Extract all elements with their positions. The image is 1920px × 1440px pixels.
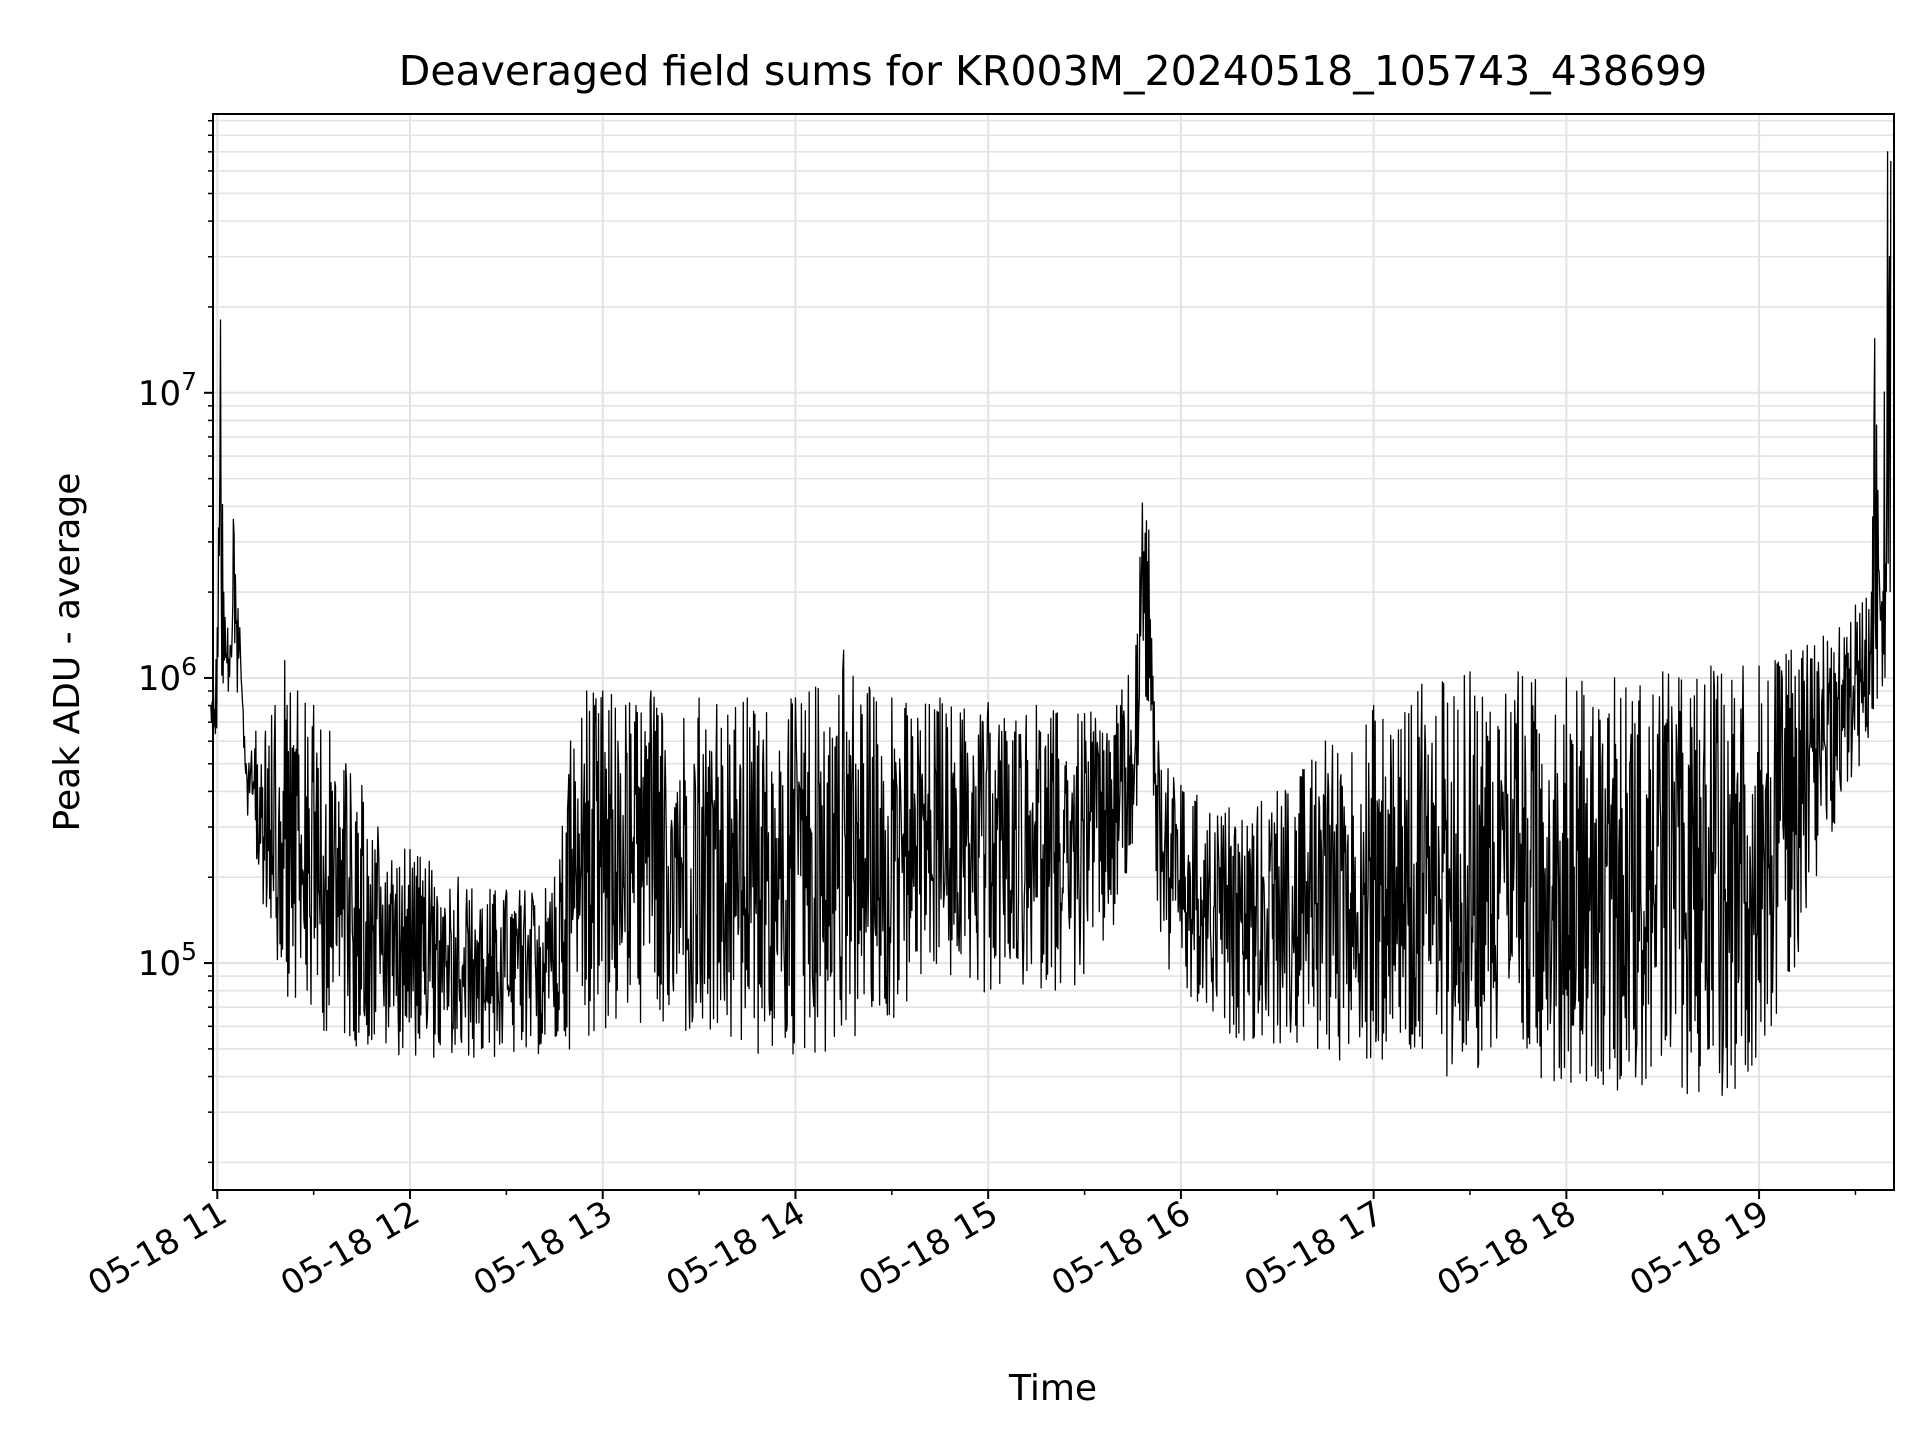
plot-area-frame [212, 113, 1895, 1191]
x-axis-ticks: 05-18 11 05-18 12 05-18 13 05-18 14 05-18 15… [81, 1190, 1857, 1304]
x-tick-label: 05-18 12 [274, 1193, 426, 1304]
y-tick-base: 10 [138, 374, 181, 414]
y-tick-label: 106 [138, 652, 197, 699]
chart-title: Deaveraged field sums for KR003M_2024051… [399, 47, 1708, 95]
x-tick-label: 05-18 14 [660, 1193, 812, 1304]
y-tick-exponent: 6 [181, 652, 197, 681]
y-tick-exponent: 7 [181, 367, 197, 396]
x-tick-label: 05-18 17 [1238, 1193, 1390, 1304]
x-tick-label: 05-18 11 [81, 1193, 233, 1304]
y-tick-label: 107 [138, 367, 197, 414]
data-series [210, 151, 1892, 1096]
y-tick-base: 10 [138, 944, 181, 984]
x-tick-label: 05-18 13 [467, 1193, 619, 1304]
x-tick-label: 05-18 19 [1623, 1193, 1775, 1304]
x-tick-label: 05-18 15 [852, 1193, 1004, 1304]
x-tick-label: 05-18 16 [1045, 1193, 1197, 1304]
series-line [210, 151, 1892, 1096]
y-axis-label: Peak ADU - average [47, 473, 88, 832]
y-tick-base: 10 [138, 659, 181, 699]
y-tick-exponent: 5 [181, 937, 197, 966]
x-axis-label: Time [1008, 1368, 1097, 1409]
x-tick-label: 05-18 18 [1430, 1193, 1582, 1304]
y-tick-label: 105 [138, 937, 197, 984]
